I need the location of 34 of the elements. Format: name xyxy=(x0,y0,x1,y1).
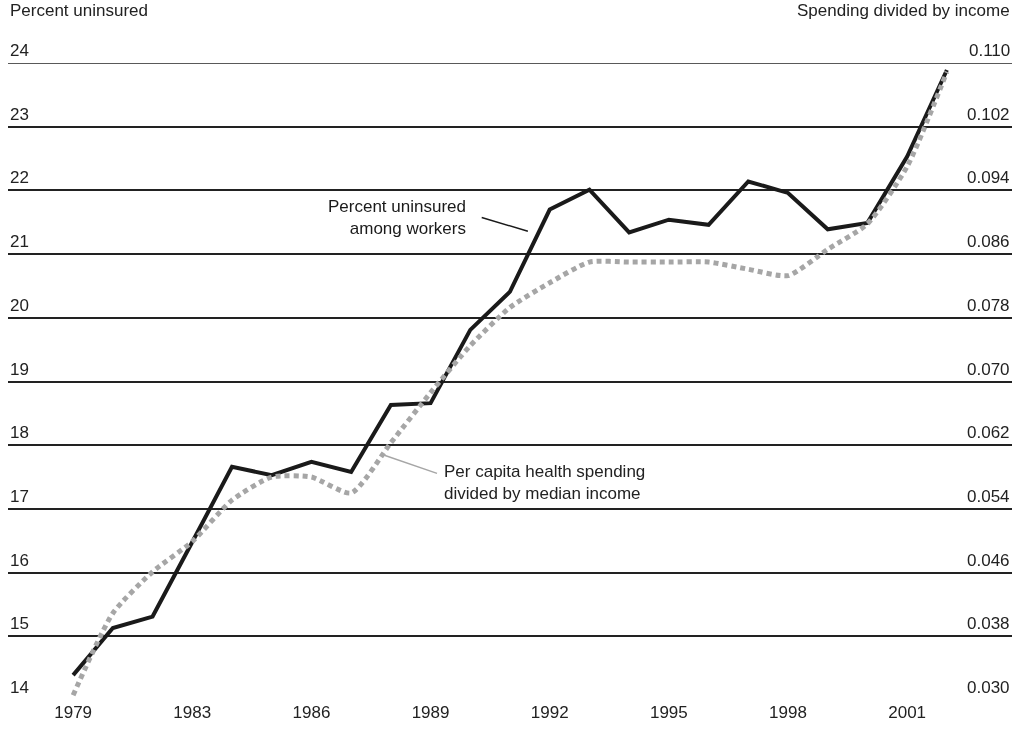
y2-tick-label: 0.078 xyxy=(967,296,1010,315)
y2-tick-label: 0.030 xyxy=(967,678,1010,697)
x-tick-label: 1979 xyxy=(54,703,93,722)
y-tick-label: 23 xyxy=(10,105,29,124)
x-tick-label: 1986 xyxy=(292,703,331,722)
x-tick-label: 1992 xyxy=(530,703,569,722)
x-tick-label: 1983 xyxy=(173,703,212,722)
x-tick-label: 1998 xyxy=(769,703,807,722)
y2-tick-label: 0.062 xyxy=(967,423,1010,442)
y-tick-label: 19 xyxy=(10,360,29,379)
text: Percent uninsured among workers xyxy=(328,197,466,239)
y-tick-label: 18 xyxy=(10,423,29,442)
legend-label: Per capita health spending divided by median income xyxy=(444,462,646,504)
y-tick-label: 14 xyxy=(10,678,29,697)
y-tick-label: 17 xyxy=(10,487,29,506)
x-tick-label: 1995 xyxy=(649,703,688,722)
y-tick-label: 15 xyxy=(10,614,29,633)
y2-tick-label: 0.094 xyxy=(967,168,1010,187)
y-tick-label: 24 xyxy=(10,41,29,60)
x-tick-label: 1989 xyxy=(411,703,450,722)
y-axis-title: Percent uninsured xyxy=(10,1,148,20)
y2-tick-label: 0.070 xyxy=(967,360,1010,379)
y-tick-label: 21 xyxy=(10,232,29,251)
y2-axis-title: Spending divided by income xyxy=(797,1,1010,20)
y-tick-label: 22 xyxy=(10,168,29,187)
y2-tick-label: 0.054 xyxy=(967,487,1010,506)
y-tick-label: 20 xyxy=(10,296,29,315)
y2-tick-label: 0.110 xyxy=(969,41,1011,60)
y2-tick-label: 0.102 xyxy=(967,105,1010,124)
y2-tick-label: 0.046 xyxy=(967,551,1010,570)
y2-tick-label: 0.086 xyxy=(967,232,1010,251)
y-tick-label: 16 xyxy=(10,551,29,570)
x-tick-label: 2001 xyxy=(888,703,927,722)
y2-tick-label: 0.038 xyxy=(967,614,1010,633)
